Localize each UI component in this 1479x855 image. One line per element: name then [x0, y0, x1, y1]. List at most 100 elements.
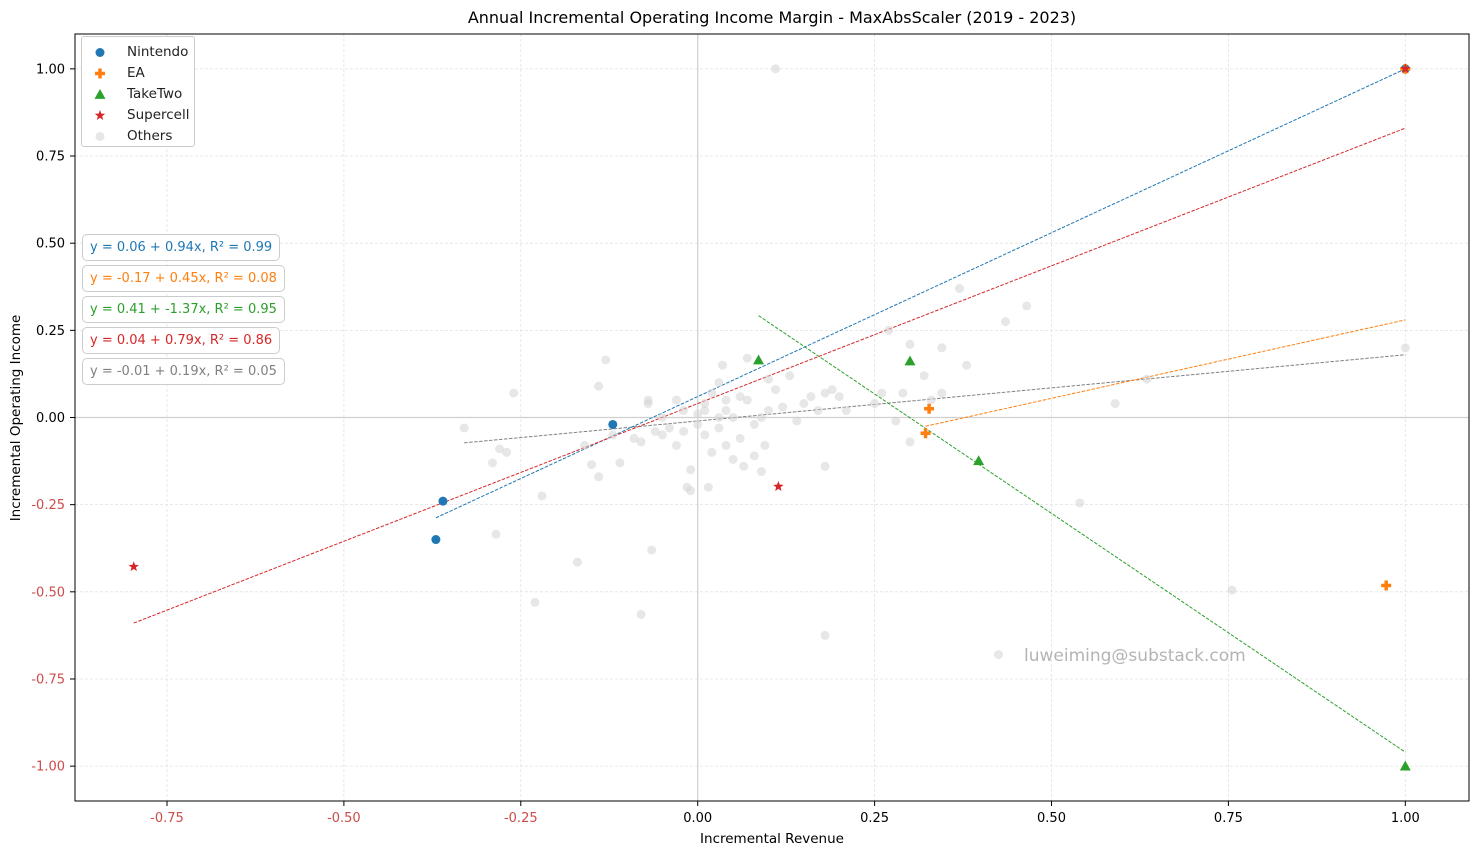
point-others	[693, 419, 703, 429]
fit-line-ea	[925, 319, 1406, 427]
point-others	[905, 437, 915, 447]
point-others	[955, 284, 965, 294]
point-others	[721, 395, 731, 405]
point-others	[714, 423, 724, 433]
point-others	[615, 458, 625, 468]
point-others	[487, 458, 497, 468]
point-others	[1227, 585, 1237, 595]
point-others	[647, 545, 657, 555]
point-others	[664, 423, 674, 433]
point-others	[763, 406, 773, 416]
point-others	[756, 467, 766, 477]
y-tick-label: 0.50	[36, 237, 65, 252]
point-others	[735, 392, 745, 402]
point-others	[643, 395, 653, 405]
point-others	[721, 440, 731, 450]
point-others	[771, 385, 781, 395]
legend-item-nintendo: Nintendo	[82, 42, 194, 62]
legend-marker	[95, 132, 105, 141]
point-others	[502, 447, 512, 457]
point-others	[870, 399, 880, 409]
legend-label: Supercell	[127, 107, 190, 123]
legend-marker	[94, 110, 106, 120]
point-others	[707, 388, 717, 398]
point-others	[962, 360, 972, 370]
point-others	[771, 64, 781, 74]
x-tick-label: -0.50	[327, 811, 361, 826]
fit-line-taketwo	[758, 315, 1406, 753]
point-others	[937, 343, 947, 353]
point-taketwo	[904, 355, 916, 366]
regression-equation-taketwo: y = 0.41 + -1.37x, R² = 0.95	[82, 296, 285, 323]
point-others	[926, 395, 936, 405]
y-tick-label: 0.25	[36, 324, 65, 339]
point-ea	[1381, 580, 1392, 591]
point-others	[530, 597, 540, 607]
x-tick-label: 0.50	[1037, 811, 1066, 826]
legend-label: Others	[127, 128, 173, 144]
point-others	[714, 378, 724, 388]
point-others	[1400, 343, 1410, 353]
legend-item-taketwo: TakeTwo	[82, 84, 194, 104]
x-axis-ticks: -0.75 -0.50 -0.25 0.00 0.25 0.50 0.75 1.00	[150, 801, 1420, 826]
y-tick-label: 0.75	[36, 150, 65, 165]
point-others	[636, 437, 646, 447]
point-others	[650, 426, 660, 436]
legend-marker	[95, 48, 105, 57]
x-tick-label: -0.75	[150, 811, 184, 826]
point-others	[1110, 399, 1120, 409]
point-others	[629, 433, 639, 443]
point-others	[721, 406, 731, 416]
regression-equation-nintendo: y = 0.06 + 0.94x, R² = 0.99	[82, 234, 281, 261]
point-others	[671, 395, 681, 405]
legend-item-supercell: Supercell	[82, 105, 194, 125]
point-others	[820, 388, 830, 398]
point-others	[491, 529, 501, 539]
chart-title: Annual Incremental Operating Income Marg…	[468, 8, 1076, 27]
x-tick-label: 1.00	[1391, 811, 1420, 826]
legend-label: Nintendo	[127, 44, 189, 60]
point-others	[742, 353, 752, 363]
point-others	[756, 413, 766, 422]
point-others	[594, 381, 604, 391]
watermark: luweiming@substack.com	[1024, 646, 1246, 666]
point-others	[636, 609, 646, 619]
point-taketwo	[973, 455, 985, 466]
point-others	[671, 440, 681, 450]
x-tick-label: 0.25	[860, 811, 889, 826]
y-tick-label: 1.00	[36, 62, 65, 77]
point-others	[679, 426, 689, 436]
point-others	[686, 486, 696, 496]
point-others	[714, 413, 724, 422]
point-others	[806, 392, 816, 402]
point-others	[877, 388, 887, 398]
legend-marker	[95, 68, 105, 79]
point-others	[993, 650, 1003, 660]
point-others	[700, 430, 710, 440]
point-others	[841, 406, 851, 416]
x-axis-label: Incremental Revenue	[700, 831, 844, 847]
y-axis-label: Incremental Operating Income	[8, 315, 24, 522]
point-others	[679, 406, 689, 416]
regression-equation-supercell: y = 0.04 + 0.79x, R² = 0.86	[82, 327, 281, 354]
point-others	[459, 423, 469, 433]
point-others	[700, 406, 710, 416]
point-others	[495, 444, 505, 454]
point-others	[760, 440, 770, 450]
point-others	[700, 399, 710, 409]
y-tick-label: -0.50	[31, 585, 65, 600]
point-others	[728, 454, 738, 464]
point-others	[919, 371, 929, 381]
legend: Nintendo EA TakeTwo Supercell Others	[81, 36, 195, 147]
point-others	[937, 388, 947, 398]
point-others	[891, 416, 901, 426]
point-ea	[924, 403, 935, 414]
point-others	[827, 385, 837, 395]
point-others	[735, 433, 745, 443]
circle-icon	[95, 48, 105, 57]
y-tick-label: -0.75	[31, 672, 65, 687]
triangle-icon	[94, 89, 106, 99]
legend-label: EA	[127, 65, 145, 81]
point-others	[657, 430, 667, 440]
